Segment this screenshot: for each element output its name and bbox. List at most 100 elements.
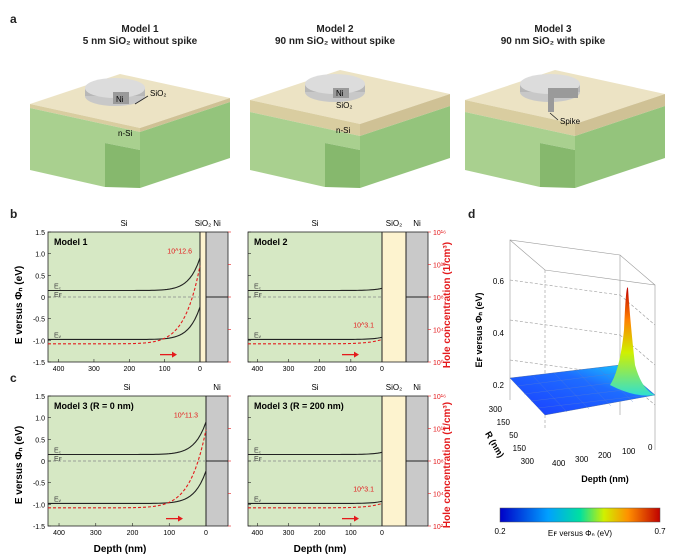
surface-box (509, 239, 656, 450)
region-label: Si (311, 219, 318, 228)
y-axis-label-b: E versus Φₙ (eV) (14, 266, 25, 344)
y-tick-label: 1.0 (35, 252, 45, 259)
right-tick-label: 10² (433, 524, 444, 531)
red-arrow-head (178, 515, 183, 522)
model-title-text: Model 3 (534, 24, 572, 35)
x-tick-label: 400 (53, 366, 65, 373)
band-label: Eꜰ (54, 292, 63, 299)
right-axis-label-b: Hole concentration (1/cm³) (442, 242, 453, 368)
x-tick-label: 200 (314, 366, 326, 373)
region-label: Si (120, 219, 127, 228)
hole-peak-label: 10^3.1 (353, 322, 374, 329)
region-label: Ni (413, 383, 421, 392)
model-1-title: Model 1 5 nm SiO₂ without spike (70, 24, 210, 48)
band-label: Eᵥ (254, 332, 262, 339)
right-tick-label: 10⁴ (433, 492, 444, 499)
conduction-band-curve (248, 287, 383, 292)
right-tick-label: 10⁸ (433, 295, 444, 302)
model-3-title: Model 3 90 nm SiO₂ with spike (478, 24, 628, 48)
r-tick: 150 (513, 444, 527, 453)
x-tick-label: 400 (252, 530, 264, 537)
valence-band-curve (248, 336, 383, 341)
right-tick-label: 10¹⁶ (433, 394, 446, 401)
model-subtitle-text: 90 nm SiO₂ without spike (274, 36, 396, 47)
conduction-band-curve (248, 451, 383, 456)
model-label: Model 1 (54, 237, 88, 247)
model-2-block: Ni SiO₂ n-Si (250, 70, 450, 188)
r-tick: 300 (489, 405, 503, 414)
x-tick-label: 100 (345, 366, 357, 373)
model-label: Model 3 (R = 0 nm) (54, 401, 134, 411)
band-label: E꜀ (254, 284, 262, 291)
x-tick-label: 100 (163, 530, 175, 537)
colorbar-max: 0.7 (654, 527, 666, 536)
depth-axis-label: Depth (nm) (581, 474, 629, 484)
right-tick-label: 10⁰ (433, 359, 444, 367)
x-axis-label-right: Depth (nm) (294, 544, 347, 555)
colorbar (499, 507, 661, 523)
hole-concentration-curve (248, 338, 383, 345)
x-tick-label: 400 (53, 530, 65, 537)
z-tick: 0.2 (493, 381, 505, 390)
band-label: Eᵥ (254, 496, 262, 503)
region-label: Ni (213, 219, 221, 228)
surface-grid (516, 367, 649, 413)
band-label: Eꜰ (254, 456, 263, 463)
y-tick-label: 1.5 (35, 230, 45, 237)
r-axis-label: R (nm) (483, 430, 506, 460)
sio2-region (200, 232, 206, 362)
band-label: Eꜰ (54, 456, 63, 463)
model-title-text: Model 1 (121, 24, 159, 35)
r-tick: 50 (509, 431, 518, 440)
ni-label-1: Ni (116, 95, 124, 104)
y-tick-label: 1.5 (35, 394, 45, 401)
y-tick-label: 0.5 (35, 437, 45, 444)
hole-peak-label: 10^12.6 (167, 249, 192, 256)
panel-d-label: d (468, 207, 476, 221)
y-axis-label-c: E versus Φₙ (eV) (14, 426, 25, 504)
x-tick-label: 200 (123, 366, 135, 373)
panel-a-label: a (10, 12, 17, 26)
x-tick-label: 300 (90, 530, 102, 537)
hole-peak-label: 10^3.1 (353, 486, 374, 493)
right-tick-label: 10⁴ (433, 328, 444, 335)
x-tick-label: 0 (380, 530, 384, 537)
model-label: Model 2 (254, 237, 288, 247)
surface-plot: 0.6 0.4 0.2 Eꜰ versus Φₙ (eV) 300 150 50… (474, 239, 666, 538)
region-label: SiO₂ (386, 219, 402, 228)
valence-band-curve (248, 500, 383, 505)
x-tick-label: 0 (198, 366, 202, 373)
spike-label: Spike (560, 117, 581, 126)
valence-band-curve (48, 470, 207, 505)
y-tick-label: 0 (41, 295, 45, 302)
model-1-block: Ni SiO₂ n-Si (30, 74, 230, 188)
x-tick-label: 300 (88, 366, 100, 373)
band-axis-labels: E versus Φₙ (eV) E versus Φₙ (eV) Hole c… (14, 242, 453, 555)
band-label: Eᵥ (54, 332, 62, 339)
region-label: Ni (413, 219, 421, 228)
conduction-band-curve (48, 257, 201, 292)
band-label: Eᵥ (54, 496, 62, 503)
sio2-region (382, 396, 406, 526)
right-axis-label-c: Hole concentration (1/cm³) (442, 402, 453, 528)
depth-tick: 0 (648, 443, 653, 452)
y-tick-label: -1.0 (33, 502, 45, 509)
right-tick-label: 10¹² (433, 427, 446, 434)
depth-tick: 300 (575, 455, 589, 464)
x-tick-label: 200 (314, 530, 326, 537)
surface-spike (610, 287, 655, 396)
right-tick-label: 10¹² (433, 263, 446, 270)
x-tick-label: 0 (380, 366, 384, 373)
y-tick-label: -0.5 (33, 317, 45, 324)
right-tick-label: 10¹⁶ (433, 230, 446, 237)
hole-concentration-curve (48, 429, 207, 509)
model-2-title: Model 2 90 nm SiO₂ without spike (260, 24, 410, 48)
x-tick-label: 400 (252, 366, 264, 373)
depth-tick: 200 (598, 451, 612, 460)
z-axis-label: Eꜰ versus Φₙ (eV) (474, 293, 484, 368)
region-label: SiO₂ (195, 219, 211, 228)
region-label: Si (311, 383, 318, 392)
band-label: E꜀ (54, 448, 62, 455)
model-label: Model 3 (R = 200 nm) (254, 401, 344, 411)
y-tick-label: -0.5 (33, 481, 45, 488)
